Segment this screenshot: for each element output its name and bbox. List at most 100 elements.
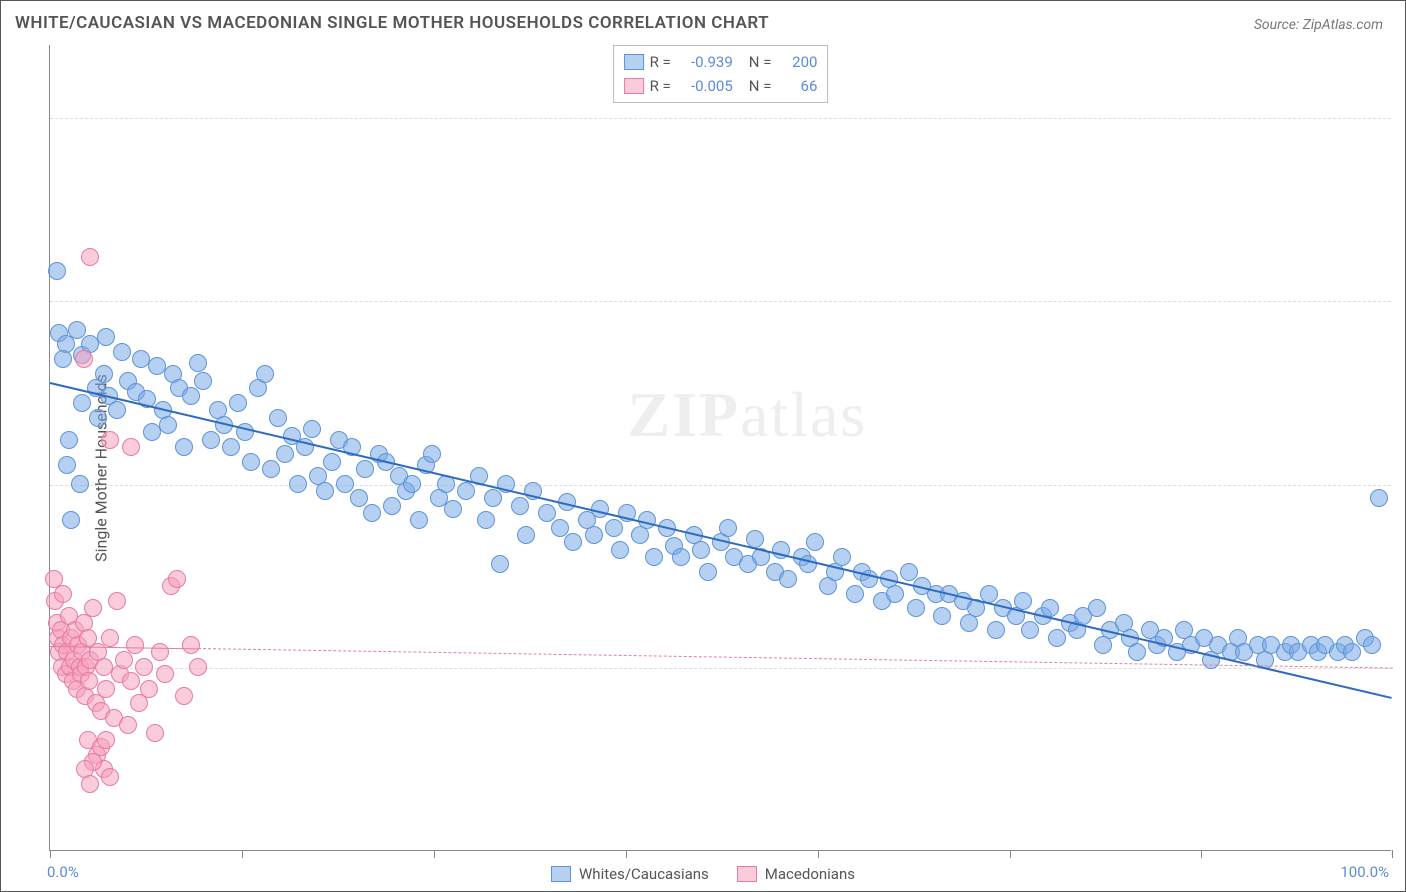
scatter-point-whites xyxy=(202,431,220,449)
plot-area: ZIPatlas R =-0.939N =200R =-0.005N =66 5… xyxy=(49,45,1391,851)
legend-swatch-icon xyxy=(624,54,644,70)
scatter-point-whites xyxy=(1048,629,1066,647)
scatter-point-whites xyxy=(1021,621,1039,639)
scatter-point-whites xyxy=(833,548,851,566)
n-label: N = xyxy=(749,53,772,71)
legend-swatch-icon xyxy=(551,866,571,882)
scatter-point-whites xyxy=(229,394,247,412)
scatter-point-macedonians xyxy=(75,350,93,368)
scatter-point-whites xyxy=(1088,599,1106,617)
scatter-point-whites xyxy=(68,321,86,339)
scatter-point-whites xyxy=(477,511,495,529)
scatter-point-whites xyxy=(564,533,582,551)
scatter-point-whites xyxy=(269,409,287,427)
scatter-point-whites xyxy=(699,563,717,581)
scatter-point-whites xyxy=(289,475,307,493)
scatter-point-whites xyxy=(907,599,925,617)
scatter-point-whites xyxy=(97,328,115,346)
scatter-point-whites xyxy=(159,416,177,434)
y-tick-label: 15.0% xyxy=(1397,292,1406,310)
scatter-point-whites xyxy=(846,585,864,603)
scatter-point-whites xyxy=(95,365,113,383)
scatter-point-whites xyxy=(108,401,126,419)
scatter-point-macedonians xyxy=(115,651,133,669)
scatter-point-whites xyxy=(336,475,354,493)
scatter-point-macedonians xyxy=(80,672,98,690)
scatter-point-whites xyxy=(175,438,193,456)
scatter-point-whites xyxy=(73,394,91,412)
scatter-point-whites xyxy=(491,555,509,573)
scatter-point-whites xyxy=(484,489,502,507)
scatter-point-whites xyxy=(1014,592,1032,610)
scatter-point-whites xyxy=(511,497,529,515)
series-legend: Whites/CaucasiansMacedonians xyxy=(551,865,855,883)
x-tick xyxy=(818,850,819,858)
scatter-point-macedonians xyxy=(122,672,140,690)
scatter-point-macedonians xyxy=(54,585,72,603)
scatter-point-whites xyxy=(457,482,475,500)
scatter-point-whites xyxy=(242,453,260,471)
scatter-point-whites xyxy=(1370,489,1388,507)
scatter-point-whites xyxy=(403,475,421,493)
chart-container: WHITE/CAUCASIAN VS MACEDONIAN SINGLE MOT… xyxy=(0,0,1406,892)
scatter-point-macedonians xyxy=(126,636,144,654)
scatter-point-macedonians xyxy=(146,724,164,742)
source-label: Source: ZipAtlas.com xyxy=(1254,17,1383,33)
x-tick xyxy=(1201,850,1202,858)
legend-swatch-icon xyxy=(624,78,644,94)
scatter-point-whites xyxy=(1128,643,1146,661)
trendline-whites xyxy=(50,382,1392,699)
scatter-point-whites xyxy=(194,372,212,390)
n-value: 66 xyxy=(777,77,817,95)
scatter-point-macedonians xyxy=(101,629,119,647)
gridline-h xyxy=(50,668,1391,669)
x-tick xyxy=(1392,850,1393,858)
scatter-point-whites xyxy=(806,533,824,551)
x-tick xyxy=(434,850,435,858)
scatter-point-whites xyxy=(48,262,66,280)
chart-title: WHITE/CAUCASIAN VS MACEDONIAN SINGLE MOT… xyxy=(15,13,769,33)
scatter-point-macedonians xyxy=(130,694,148,712)
gridline-h xyxy=(50,118,1391,119)
scatter-point-whites xyxy=(323,453,341,471)
scatter-point-macedonians xyxy=(97,731,115,749)
scatter-point-macedonians xyxy=(101,768,119,786)
scatter-point-macedonians xyxy=(182,636,200,654)
n-value: 200 xyxy=(777,53,817,71)
scatter-point-macedonians xyxy=(168,570,186,588)
scatter-point-macedonians xyxy=(122,438,140,456)
scatter-point-whites xyxy=(605,519,623,537)
n-label: N = xyxy=(749,77,772,95)
scatter-point-whites xyxy=(980,585,998,603)
scatter-point-macedonians xyxy=(81,248,99,266)
scatter-point-whites xyxy=(54,350,72,368)
legend-row-whites: R =-0.939N =200 xyxy=(624,50,818,74)
scatter-point-macedonians xyxy=(175,687,193,705)
x-axis-min-label: 0.0% xyxy=(47,863,79,881)
scatter-point-whites xyxy=(611,541,629,559)
scatter-point-whites xyxy=(262,460,280,478)
x-tick xyxy=(50,850,51,858)
legend-swatch-icon xyxy=(737,866,757,882)
legend-item: Macedonians xyxy=(737,865,855,883)
scatter-point-whites xyxy=(517,526,535,544)
y-tick-label: 10.0% xyxy=(1397,476,1406,494)
scatter-point-whites xyxy=(60,431,78,449)
scatter-point-whites xyxy=(444,500,462,518)
scatter-point-macedonians xyxy=(135,658,153,676)
scatter-point-whites xyxy=(256,365,274,383)
scatter-point-whites xyxy=(692,541,710,559)
scatter-point-whites xyxy=(886,585,904,603)
scatter-point-whites xyxy=(383,497,401,515)
scatter-point-whites xyxy=(182,387,200,405)
scatter-point-whites xyxy=(1343,643,1361,661)
scatter-point-whites xyxy=(551,519,569,537)
scatter-point-macedonians xyxy=(189,658,207,676)
scatter-point-whites xyxy=(58,456,76,474)
scatter-point-macedonians xyxy=(101,431,119,449)
x-axis-max-label: 100.0% xyxy=(1340,863,1389,881)
plot-wrap: Single Mother Households ZIPatlas R =-0.… xyxy=(1,45,1405,891)
scatter-point-whites xyxy=(363,504,381,522)
x-tick xyxy=(242,850,243,858)
scatter-point-whites xyxy=(900,563,918,581)
